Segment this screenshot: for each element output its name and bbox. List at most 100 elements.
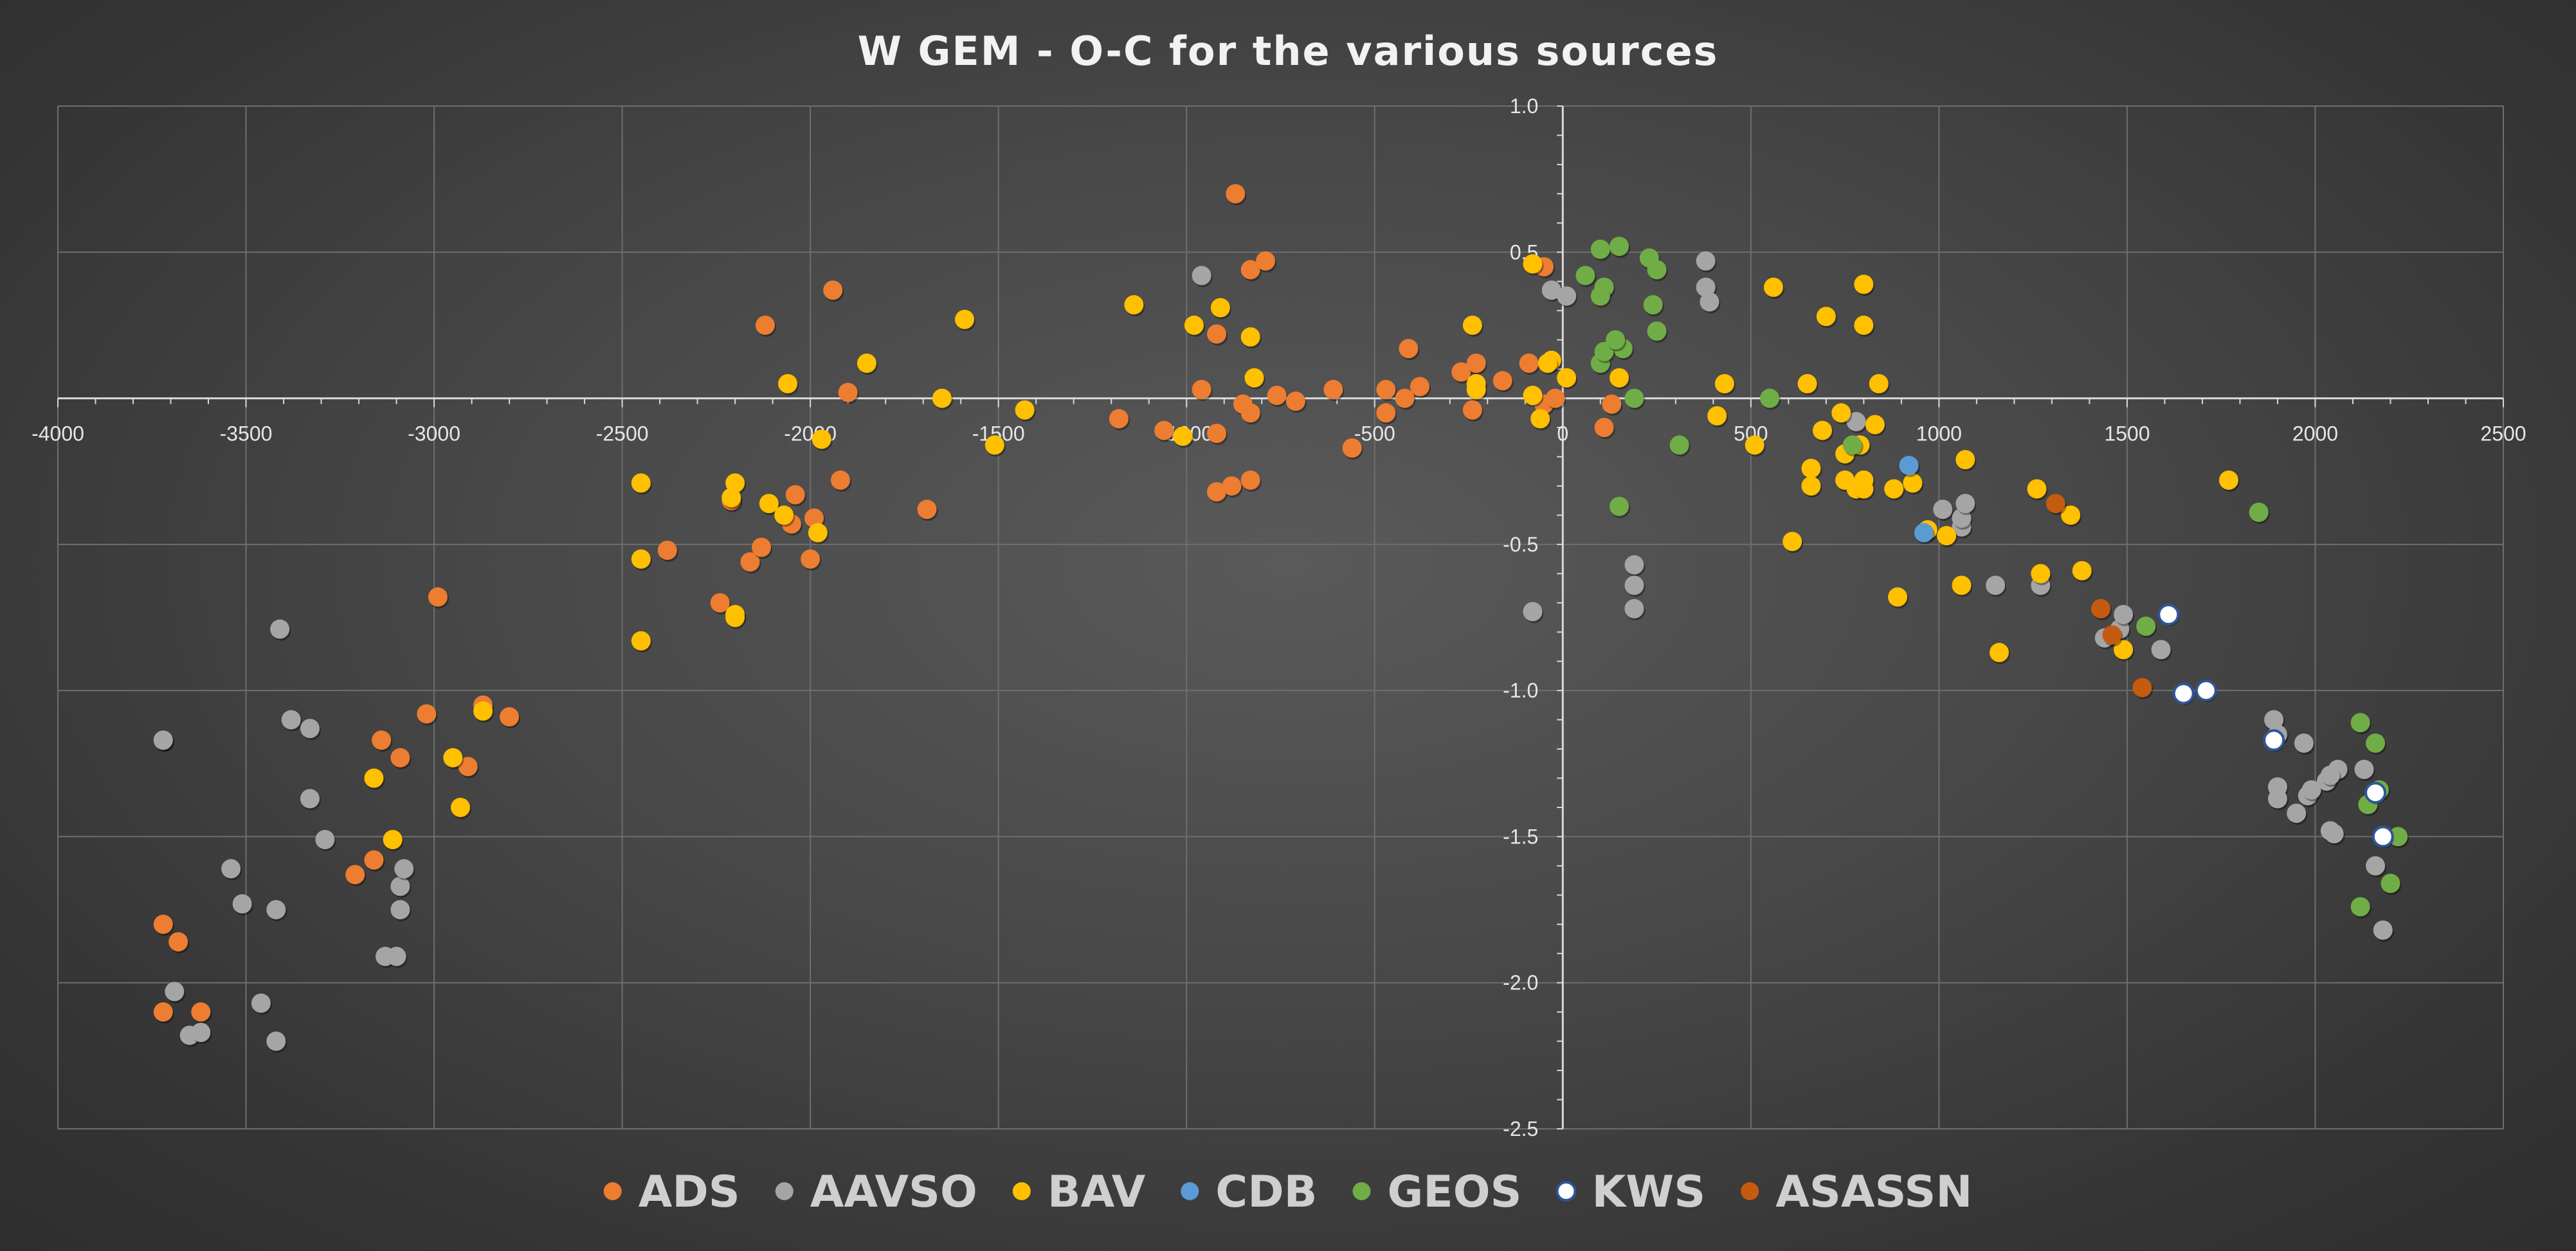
legend-label-cdb: CDB [1215, 1167, 1317, 1218]
point-geos [1606, 330, 1626, 350]
point-ads [1399, 339, 1419, 359]
point-geos [1647, 260, 1667, 280]
point-geos [1760, 388, 1780, 408]
legend-marker-aavso [775, 1182, 794, 1200]
data-points [153, 184, 2409, 1053]
x-tick-label: -3500 [220, 422, 273, 446]
x-tick-label: -2500 [596, 422, 649, 446]
point-bav [1244, 368, 1264, 388]
legend: ADS AAVSO BAV CDB GEOS KWS ASASSN [603, 1167, 1972, 1218]
point-aavso [2264, 710, 2284, 730]
point-bav [1462, 315, 1482, 335]
point-ads [740, 552, 760, 572]
point-bav [1869, 374, 1889, 393]
point-aavso [1700, 292, 1719, 312]
point-ads [1240, 470, 1260, 490]
point-aavso [1696, 251, 1716, 271]
legend-marker-geos [1352, 1182, 1371, 1200]
point-bav [725, 473, 745, 493]
point-bav [1466, 379, 1486, 399]
point-bav [725, 608, 745, 627]
point-ads [153, 1002, 173, 1022]
point-ads [785, 485, 805, 505]
point-aavso [2354, 759, 2374, 779]
point-bav [1782, 532, 1802, 552]
point-bav [1745, 435, 1764, 455]
point-ads [1109, 409, 1129, 429]
point-aavso [251, 993, 271, 1013]
point-bav [2031, 564, 2051, 584]
point-aavso [1955, 494, 1975, 514]
point-bav [808, 523, 828, 543]
point-aavso [300, 789, 320, 809]
point-bav [1888, 587, 1908, 607]
legend-label-bav: BAV [1048, 1167, 1146, 1218]
point-aavso [221, 859, 241, 879]
point-bav [631, 631, 651, 651]
point-bav [1015, 400, 1035, 420]
point-ads [801, 549, 821, 569]
point-bav [857, 354, 876, 374]
point-kws [2195, 680, 2217, 702]
legend-item-ads: ADS [603, 1167, 740, 1218]
point-aavso [2267, 789, 2287, 809]
point-geos [1610, 496, 1629, 516]
point-bav [774, 505, 794, 525]
y-tick-label: -1.0 [1503, 679, 1538, 702]
y-tick-label: -2.0 [1503, 971, 1538, 995]
point-aavso [1952, 508, 1972, 528]
point-ads [823, 280, 843, 300]
point-aavso [2324, 824, 2344, 843]
point-bav [1865, 415, 1885, 435]
y-tick-label: 1.0 [1510, 94, 1538, 118]
point-cdb [1899, 456, 1919, 476]
point-ads [168, 932, 188, 952]
point-aavso [390, 900, 410, 920]
point-ads [1462, 400, 1482, 420]
point-bav [1797, 374, 1817, 393]
point-kws [2172, 682, 2195, 705]
point-aavso [153, 730, 173, 750]
point-aavso [2366, 856, 2386, 876]
point-ads [458, 757, 478, 777]
point-ads [1240, 260, 1260, 280]
legend-label-ads: ADS [639, 1167, 740, 1218]
point-kws [2364, 782, 2387, 804]
point-asassn [2102, 625, 2122, 645]
legend-label-kws: KWS [1592, 1167, 1706, 1218]
point-bav [631, 473, 651, 493]
point-bav [364, 768, 384, 788]
point-geos [2388, 827, 2408, 847]
point-bav [1210, 298, 1230, 318]
point-ads [1267, 386, 1287, 406]
point-bav [1854, 479, 1874, 499]
point-bav [1184, 315, 1204, 335]
point-aavso [191, 1022, 211, 1042]
point-ads [917, 500, 937, 519]
point-aavso [1846, 411, 1866, 431]
point-ads [372, 730, 392, 750]
point-bav [473, 701, 493, 721]
point-ads [364, 850, 384, 870]
point-ads [1545, 388, 1565, 408]
point-ads [1466, 354, 1486, 374]
point-ads [804, 508, 824, 528]
point-ads [153, 914, 173, 934]
point-aavso [270, 619, 290, 639]
point-bav [778, 374, 798, 393]
point-bav [1854, 274, 1874, 294]
point-bav [1884, 479, 1904, 499]
point-ads [1492, 371, 1512, 391]
point-bav [443, 748, 463, 768]
point-ads [1207, 324, 1227, 344]
x-tick-label: 2000 [2292, 422, 2338, 446]
point-aavso [1624, 555, 1644, 575]
axes [57, 105, 2504, 1130]
point-kws [2157, 603, 2180, 626]
point-ads [1154, 420, 1174, 440]
point-bav [1813, 420, 1833, 440]
legend-label-asassn: ASASSN [1775, 1167, 1972, 1218]
point-bav [2114, 640, 2134, 660]
point-bav [812, 429, 831, 449]
